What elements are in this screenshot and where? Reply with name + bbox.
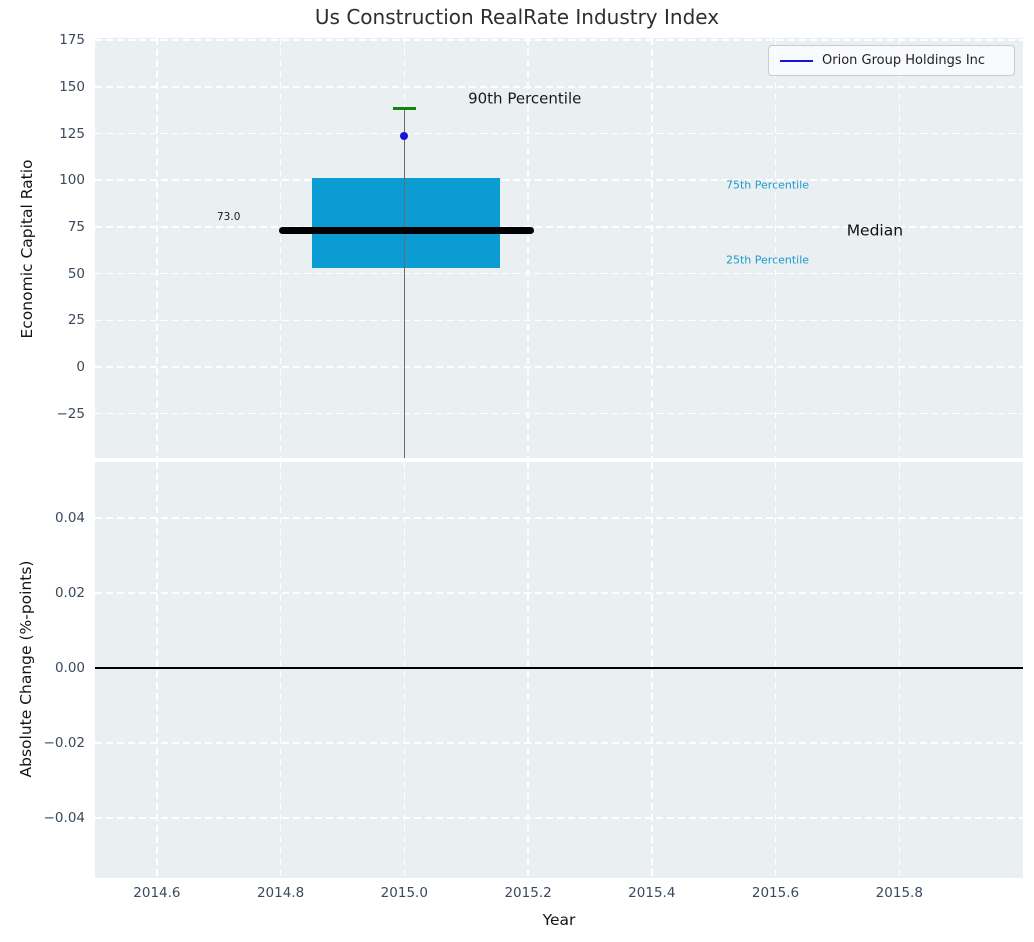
annotation-73-0: 73.0 bbox=[217, 210, 241, 223]
y-gridline bbox=[95, 39, 1023, 41]
x-tick-label: 2015.0 bbox=[380, 885, 428, 901]
x-gridline bbox=[156, 38, 158, 458]
box-iqr bbox=[311, 178, 501, 268]
x-gridline bbox=[156, 462, 158, 878]
y-tick-label: 50 bbox=[67, 265, 85, 282]
zero-line bbox=[95, 667, 1023, 669]
annotation-25th-percentile: 25th Percentile bbox=[726, 253, 810, 267]
x-gridline bbox=[651, 462, 653, 878]
legend-line-sample bbox=[780, 59, 813, 62]
x-tick-label: 2015.2 bbox=[504, 885, 552, 901]
x-tick-label: 2014.8 bbox=[256, 885, 305, 901]
x-gridline bbox=[774, 38, 777, 458]
y-gridline bbox=[95, 366, 1023, 368]
y-gridline bbox=[95, 226, 1023, 228]
y-gridline bbox=[95, 272, 1023, 275]
x-tick-label: 2015.6 bbox=[751, 885, 800, 901]
y-tick-label: −0.02 bbox=[43, 735, 85, 751]
x-gridline bbox=[403, 462, 406, 878]
company-point bbox=[400, 132, 409, 141]
y-gridline bbox=[95, 179, 1023, 181]
x-gridline bbox=[651, 38, 653, 458]
y-tick-label: 0.04 bbox=[54, 509, 85, 526]
x-gridline bbox=[527, 462, 529, 878]
chart-title: Us Construction RealRate Industry Index bbox=[314, 5, 720, 29]
x-tick-label: 2015.4 bbox=[628, 885, 676, 901]
y-tick-label: 125 bbox=[59, 125, 85, 142]
y-gridline bbox=[95, 517, 1023, 519]
x-axis-label: Year bbox=[542, 911, 576, 929]
x-gridline bbox=[774, 462, 777, 878]
box-median-line bbox=[278, 227, 535, 234]
annotation-90th-percentile: 90th Percentile bbox=[468, 89, 582, 108]
y-tick-label: 150 bbox=[59, 78, 85, 95]
top-axes-background bbox=[95, 38, 1023, 458]
y-gridline bbox=[95, 132, 1023, 135]
annotation-median: Median bbox=[846, 220, 904, 239]
y-gridline bbox=[95, 592, 1023, 594]
x-gridline bbox=[279, 38, 282, 458]
y-tick-label: 25 bbox=[67, 312, 85, 329]
box-whisker-line bbox=[403, 108, 405, 458]
x-gridline bbox=[898, 462, 901, 878]
bottom-axes-background bbox=[95, 462, 1023, 878]
y-tick-label: 0 bbox=[76, 359, 85, 375]
y-gridline bbox=[95, 817, 1023, 819]
x-tick-label: 2015.8 bbox=[875, 885, 923, 901]
y-gridline bbox=[95, 86, 1023, 88]
y-tick-label: 0.00 bbox=[54, 659, 85, 676]
y-tick-label: −0.04 bbox=[43, 810, 85, 826]
y-tick-label: 100 bbox=[59, 172, 85, 189]
y-tick-label: −25 bbox=[56, 405, 86, 422]
legend: Orion Group Holdings Inc bbox=[768, 45, 1015, 76]
annotation-75th-percentile: 75th Percentile bbox=[726, 178, 810, 192]
x-gridline bbox=[279, 462, 282, 878]
x-tick-label: 2014.6 bbox=[133, 885, 181, 901]
y-gridline bbox=[95, 319, 1023, 322]
y-gridline bbox=[95, 412, 1023, 415]
y-gridline bbox=[95, 742, 1023, 744]
x-gridline bbox=[898, 38, 901, 458]
y-tick-label: 75 bbox=[67, 218, 85, 235]
box-whisker-cap-90th bbox=[392, 107, 417, 110]
legend-label: Orion Group Holdings Inc bbox=[822, 53, 986, 68]
x-gridline bbox=[527, 38, 529, 458]
y-tick-label: 0.02 bbox=[54, 584, 85, 601]
y-tick-label: 175 bbox=[59, 32, 85, 49]
